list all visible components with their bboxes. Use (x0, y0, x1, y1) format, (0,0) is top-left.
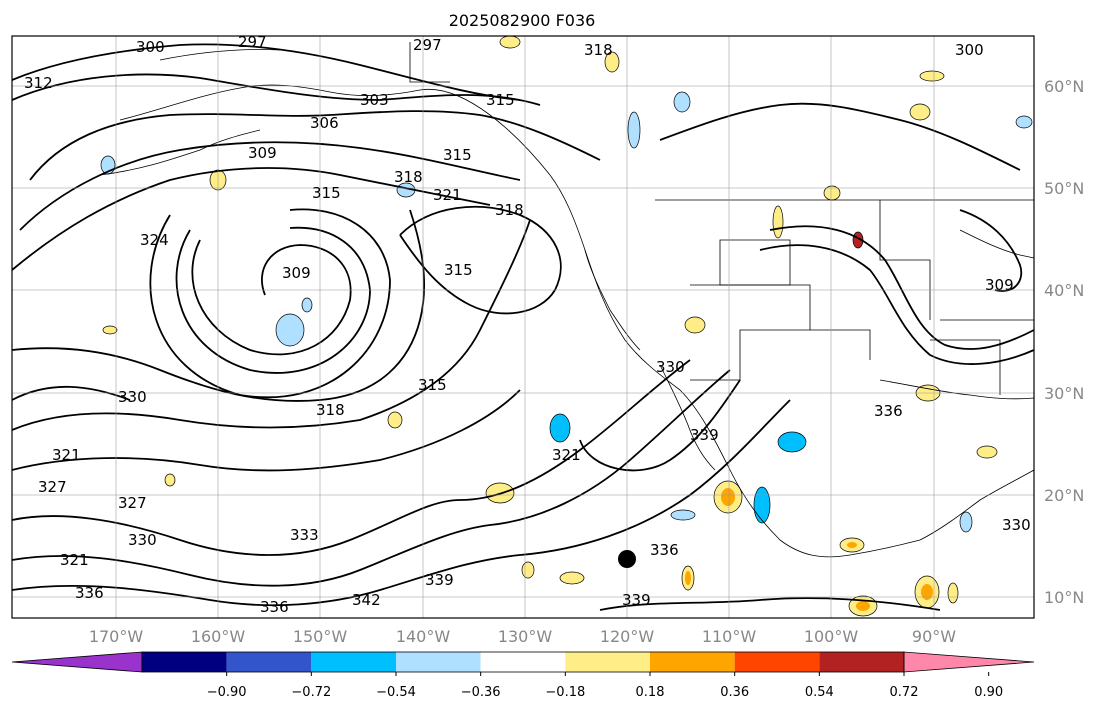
lon-label-160w: 160°W (191, 627, 246, 646)
contour-label: 336 (260, 598, 289, 616)
contour-label: 336 (75, 584, 104, 602)
colorbar-extend-low (11, 651, 143, 673)
colorbar-segment (480, 652, 566, 672)
colorbar-segment (226, 652, 312, 672)
contour-label: 300 (955, 41, 984, 59)
contour-label: 306 (310, 114, 339, 132)
contour-labels: 300 297 297 318 300 312 303 315 306 309 … (24, 33, 1031, 616)
contour-label: 318 (394, 168, 423, 186)
colorbar-border (141, 651, 905, 673)
contour-label: 339 (690, 426, 719, 444)
colorbar-segment (311, 652, 396, 672)
contour-label: 315 (486, 91, 515, 109)
map-background (12, 36, 1034, 618)
contour-label: 339 (425, 571, 454, 589)
colorbar-segment (650, 652, 735, 672)
lon-label-130w: 130°W (498, 627, 553, 646)
contour-label: 309 (985, 276, 1014, 294)
lat-label-50n: 50°N (1044, 179, 1084, 198)
colorbar-tick-label: −0.36 (461, 685, 501, 700)
colorbar-extend-high (903, 651, 1035, 673)
contour-label: 315 (312, 184, 341, 202)
contour-label: 315 (444, 261, 473, 279)
contour-label: 315 (418, 376, 447, 394)
black-dot-marker (618, 550, 636, 568)
contour-label: 330 (128, 531, 157, 549)
contour-label: 336 (874, 402, 903, 420)
contour-label: 333 (290, 526, 319, 544)
colorbar-tick-label: −0.18 (545, 685, 585, 700)
lon-label-140w: 140°W (396, 627, 451, 646)
contour-label: 303 (360, 91, 389, 109)
contour-label: 339 (622, 591, 651, 609)
latitude-labels: 60°N 50°N 40°N 30°N 20°N 10°N (1044, 77, 1084, 607)
graticule (12, 36, 1034, 618)
lon-label-90w: 90°W (912, 627, 956, 646)
contour-label: 321 (552, 446, 581, 464)
lon-label-120w: 120°W (600, 627, 655, 646)
contour-label: 300 (136, 38, 165, 56)
colorbar-tick-label: −0.54 (376, 685, 416, 700)
colorbar-tick-label: 0.72 (890, 685, 919, 700)
lon-label-170w: 170°W (89, 627, 144, 646)
contour-label: 312 (24, 74, 53, 92)
lat-label-30n: 30°N (1044, 384, 1084, 403)
lat-label-60n: 60°N (1044, 77, 1084, 96)
contour-label: 318 (584, 41, 613, 59)
contour-label: 309 (248, 144, 277, 162)
contour-label: 297 (238, 33, 267, 51)
contour-label: 321 (433, 186, 462, 204)
lon-label-150w: 150°W (293, 627, 348, 646)
colorbar-segment (819, 652, 904, 672)
contour-label: 315 (443, 146, 472, 164)
contour-label: 297 (413, 36, 442, 54)
contour-label: 324 (140, 231, 169, 249)
colorbar-tick-label: 0.18 (636, 685, 665, 700)
colorbar-segment (734, 652, 820, 672)
contour-label: 318 (316, 401, 345, 419)
lon-label-110w: 110°W (702, 627, 757, 646)
longitude-labels: 170°W 160°W 150°W 140°W 130°W 120°W 110°… (89, 627, 956, 646)
contour-label: 321 (60, 551, 89, 569)
contour-label: 342 (352, 591, 381, 609)
contour-label: 318 (495, 201, 524, 219)
contour-label: 330 (1002, 516, 1031, 534)
colorbar-segment (565, 652, 650, 672)
colorbar-segment (396, 652, 481, 672)
contour-label: 336 (650, 541, 679, 559)
contour-label: 309 (282, 264, 311, 282)
contour-label: 330 (656, 358, 685, 376)
contour-label: 321 (52, 446, 81, 464)
contour-label: 330 (118, 388, 147, 406)
colorbar-tick-label: −0.72 (291, 685, 331, 700)
colorbar-tick-label: 0.36 (720, 685, 749, 700)
coastlines (99, 42, 1035, 558)
colorbar-tick-label: 0.54 (805, 685, 834, 700)
figure-title: 2025082900 F036 (449, 11, 596, 30)
map-frame (11, 35, 1035, 619)
lat-label-20n: 20°N (1044, 486, 1084, 505)
colorbar-segment (142, 652, 227, 672)
colorbar: −0.90 −0.72 −0.54 −0.36 −0.18 0.18 0.36 0.54 0.7… (11, 651, 1035, 700)
lat-label-40n: 40°N (1044, 281, 1084, 300)
lat-label-10n: 10°N (1044, 588, 1084, 607)
shaded-field (100, 35, 1033, 617)
colorbar-tick-label: 0.90 (974, 685, 1003, 700)
colorbar-tick-label: −0.90 (207, 685, 247, 700)
contour-label: 327 (38, 478, 67, 496)
lon-label-100w: 100°W (804, 627, 859, 646)
contour-label: 327 (118, 494, 147, 512)
